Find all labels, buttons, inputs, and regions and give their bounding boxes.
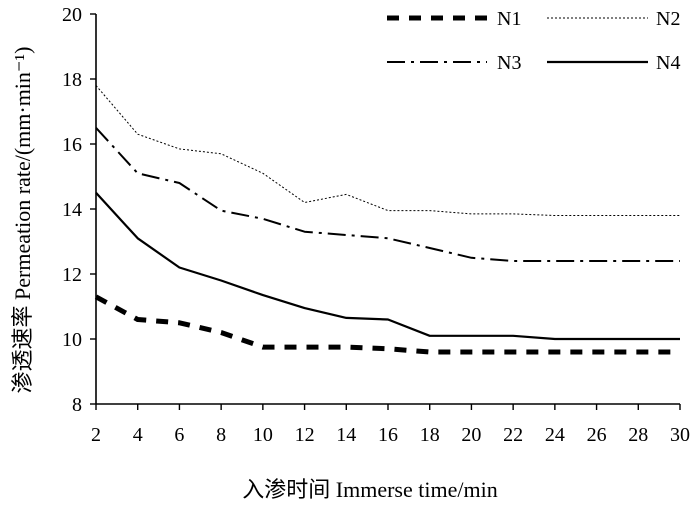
y-tick-label: 18 — [62, 69, 82, 91]
y-tick-label: 12 — [62, 264, 82, 286]
axes — [95, 14, 680, 405]
x-tick-label: 2 — [91, 424, 101, 446]
x-tick-label: 30 — [670, 424, 690, 446]
x-tick-label: 26 — [587, 424, 607, 446]
x-tick-label: 28 — [628, 424, 648, 446]
legend-label-n2: N2 — [656, 8, 680, 30]
series-line-n3 — [95, 127, 680, 262]
x-tick-label: 8 — [216, 424, 226, 446]
y-tick-label: 20 — [62, 4, 82, 26]
x-tick-label: 6 — [174, 424, 184, 446]
y-tick-label: 16 — [62, 134, 82, 156]
x-tick-label: 24 — [545, 424, 565, 446]
series-line-n2 — [95, 85, 680, 216]
x-tick-label: 18 — [420, 424, 440, 446]
x-tick-label: 22 — [503, 424, 523, 446]
series-line-n4 — [95, 192, 680, 341]
x-tick-label: 16 — [378, 424, 398, 446]
x-tick-label: 4 — [133, 424, 143, 446]
y-ticks: 8 10 12 14 16 18 20 — [62, 4, 96, 416]
x-tick-label: 14 — [336, 424, 356, 446]
y-tick-label: 14 — [62, 199, 82, 221]
series-line-n1 — [94, 294, 680, 355]
x-ticks: 2 4 6 8 10 12 14 16 18 20 22 24 26 28 30 — [91, 404, 690, 446]
legend-label-n3: N3 — [497, 52, 521, 74]
y-axis-title: 渗透速率 Permeation rate/(mm·min⁻¹) — [10, 47, 35, 394]
y-tick-label: 8 — [72, 394, 82, 416]
x-tick-label: 20 — [461, 424, 481, 446]
x-axis-title: 入渗时间 Immerse time/min — [242, 477, 497, 502]
series-lines — [94, 85, 680, 355]
x-tick-label: 12 — [295, 424, 315, 446]
legend-label-n1: N1 — [497, 8, 521, 30]
legend-label-n4: N4 — [656, 52, 680, 74]
legend: N1 N2 N3 N4 — [387, 8, 680, 74]
y-tick-label: 10 — [62, 329, 82, 351]
x-tick-label: 10 — [253, 424, 273, 446]
